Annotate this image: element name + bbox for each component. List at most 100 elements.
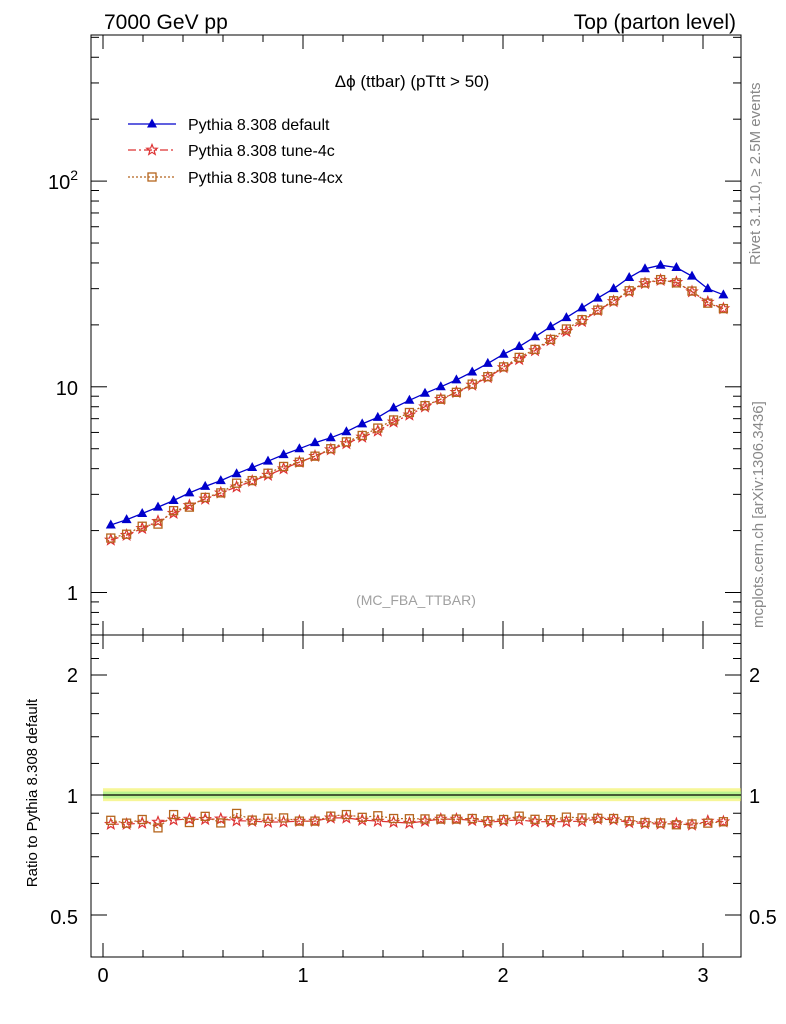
data-point: [451, 387, 462, 397]
data-point: [530, 331, 540, 341]
main-y-tick-labels: 1 10 102: [48, 167, 78, 605]
data-point: [184, 502, 195, 512]
data-point: [326, 444, 336, 454]
data-point: [388, 402, 399, 412]
header-left: 7000 GeV pp: [104, 11, 228, 34]
ratio-series-1: [106, 808, 729, 833]
ratio-series-0: [103, 810, 731, 831]
data-point: [121, 529, 132, 539]
data-point: [702, 283, 713, 293]
ratio-point: [121, 818, 132, 828]
data-point: [498, 348, 509, 358]
ratio-tick-label-1-right: 1: [749, 786, 760, 808]
ratio-point: [213, 811, 228, 825]
ratio-point: [229, 813, 244, 827]
ratio-tick-label-0.5: 0.5: [50, 907, 78, 929]
ratio-point: [263, 813, 273, 823]
series-1: [103, 272, 731, 546]
ratio-point: [530, 814, 540, 824]
legend-entry-default: Pythia 8.308 default: [128, 117, 330, 134]
ratio-point: [593, 813, 603, 823]
data-point: [278, 449, 289, 459]
data-point: [624, 286, 634, 296]
data-point: [577, 315, 587, 325]
data-point: [106, 533, 116, 543]
data-point: [325, 432, 336, 442]
data-point: [373, 423, 383, 433]
ratio-point: [498, 814, 509, 825]
data-point: [561, 312, 572, 322]
ratio-point: [182, 811, 197, 826]
data-point: [263, 455, 273, 465]
data-point: [310, 437, 320, 447]
y-tick-label-1: 1: [67, 583, 78, 605]
data-point: [593, 305, 603, 315]
data-point: [671, 262, 682, 272]
data-point: [451, 374, 462, 384]
series-line: [110, 264, 724, 526]
data-point: [278, 461, 289, 472]
data-point: [687, 286, 697, 296]
data-point: [545, 321, 556, 331]
data-point: [655, 274, 666, 285]
ratio-point: [514, 811, 524, 821]
ratio-point: [608, 813, 619, 824]
ratio-point: [106, 815, 116, 825]
data-point: [341, 426, 352, 436]
data-point: [483, 372, 493, 382]
ratio-point: [655, 818, 666, 828]
data-point: [592, 292, 603, 302]
data-point: [341, 437, 352, 447]
data-point: [357, 430, 367, 441]
ratio-point: [278, 813, 289, 823]
data-point: [247, 462, 258, 472]
ratio-point: [561, 812, 572, 822]
ratio-tick-label-1: 1: [67, 786, 78, 808]
data-point: [530, 344, 540, 355]
ratio-point: [216, 818, 226, 828]
ratio-point: [451, 814, 462, 824]
series-0: [105, 259, 729, 529]
ratio-point: [640, 817, 650, 828]
ratio-point: [231, 808, 242, 819]
data-point: [640, 263, 650, 273]
main-panel: Δϕ (ttbar) (pTtt > 50) (MC_FBA_TTBAR) 1 …: [48, 34, 742, 636]
ratio-y-tick-labels-right: 2 1 0.5: [749, 665, 777, 929]
data-point: [671, 278, 682, 288]
legend-entry-tune-4cx: Pythia 8.308 tune-4cx: [128, 170, 343, 187]
legend-label-tune-4cx: Pythia 8.308 tune-4cx: [188, 170, 343, 187]
ratio-point: [483, 816, 493, 826]
data-point: [137, 521, 147, 531]
data-point: [514, 341, 525, 351]
rivet-version-label: Rivet 3.1.10, ≥ 2.5M events: [747, 83, 764, 266]
data-point: [482, 357, 493, 367]
analysis-watermark: (MC_FBA_TTBAR): [356, 592, 476, 608]
data-point: [435, 381, 446, 391]
ratio-point: [341, 809, 352, 820]
data-point: [608, 296, 619, 306]
ratio-point: [200, 811, 210, 821]
ratio-point: [357, 812, 367, 822]
ratio-point: [577, 813, 587, 823]
ratio-point: [294, 816, 305, 826]
ratio-series-layer: [103, 808, 731, 833]
data-point: [640, 278, 650, 288]
ratio-point: [137, 814, 147, 825]
ratio-point: [168, 809, 179, 820]
data-point: [184, 487, 195, 497]
legend: Pythia 8.308 default Pythia 8.308 tune-4…: [128, 117, 343, 187]
data-point: [137, 508, 148, 518]
main-axis-ticks: [91, 35, 741, 635]
data-point: [718, 303, 729, 314]
data-point: [655, 259, 666, 269]
ratio-point: [420, 814, 430, 824]
data-point: [215, 475, 226, 485]
legend-entry-tune-4c: Pythia 8.308 tune-4c: [128, 142, 335, 160]
data-point: [357, 418, 368, 428]
data-point: [121, 514, 132, 524]
data-point: [436, 394, 446, 404]
data-point: [514, 352, 524, 363]
ratio-point: [310, 816, 320, 826]
data-point: [624, 271, 635, 281]
ratio-point: [373, 811, 383, 821]
